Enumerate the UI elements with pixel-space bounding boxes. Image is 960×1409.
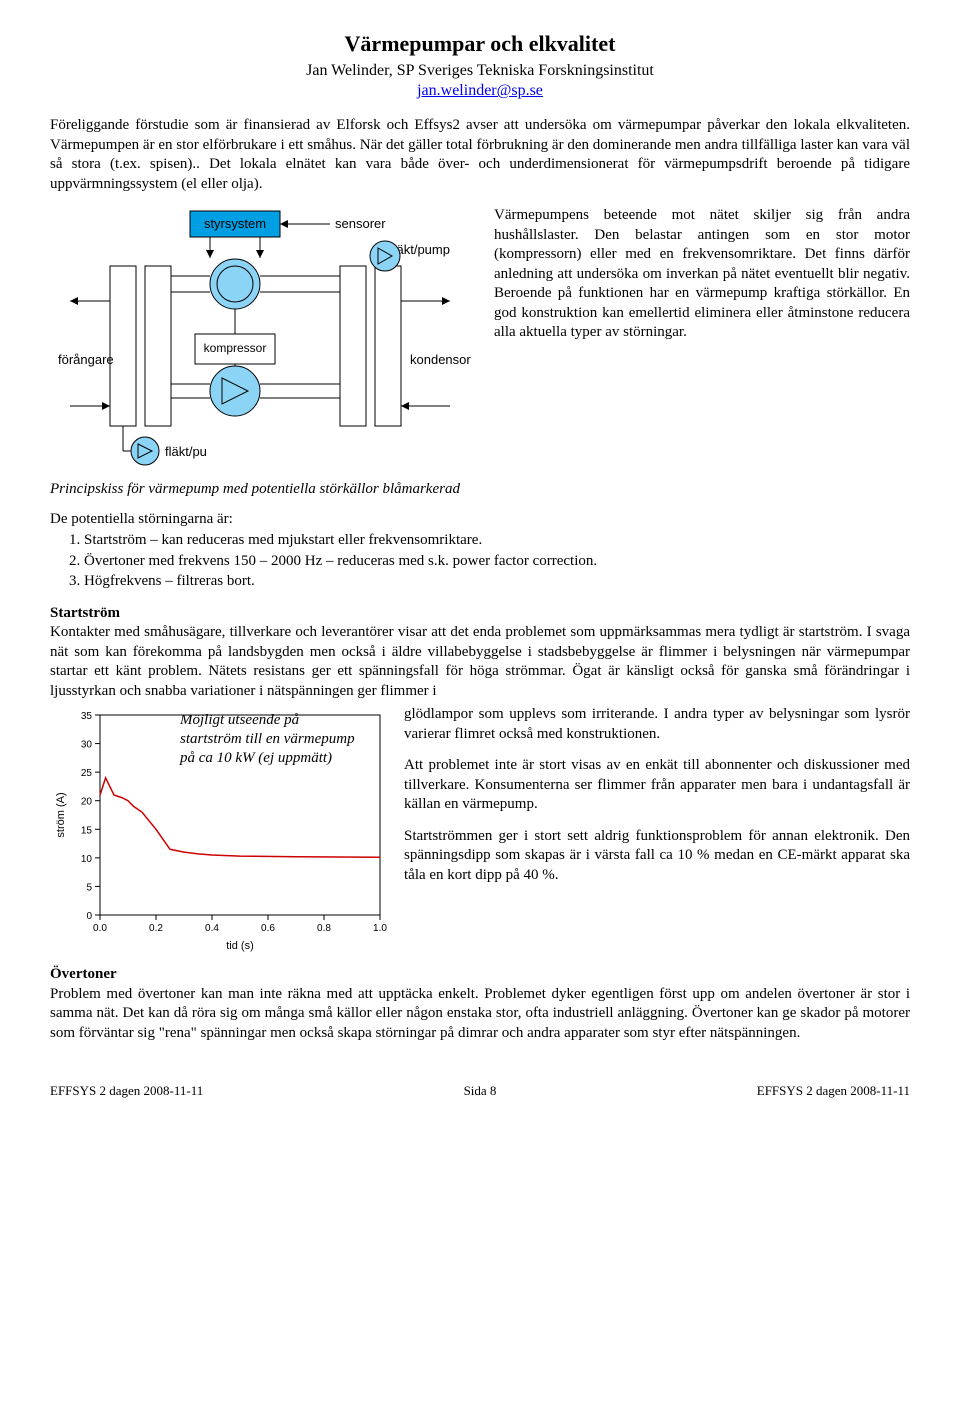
svg-text:0.6: 0.6 [261, 923, 275, 934]
list-item: Övertoner med frekvens 150 – 2000 Hz – r… [84, 552, 910, 572]
overtoner-para: Problem med övertoner kan man inte räkna… [50, 985, 910, 1044]
footer-center: Sida 8 [464, 1083, 497, 1100]
author-line: Jan Welinder, SP Sveriges Tekniska Forsk… [50, 61, 910, 82]
svg-text:15: 15 [81, 825, 93, 836]
list-item: Startström – kan reduceras med mjukstart… [84, 531, 910, 551]
svg-text:35: 35 [81, 711, 93, 722]
forangare-label: förångare [58, 352, 114, 367]
list-intro: De potentiella störningarna är: [50, 510, 910, 530]
sensorer-label: sensorer [335, 216, 386, 231]
disturbance-list: Startström – kan reduceras med mjukstart… [66, 531, 910, 592]
svg-text:0.4: 0.4 [205, 923, 219, 934]
diagram-caption: Principskiss för värmepump med potentiel… [50, 480, 480, 500]
svg-text:30: 30 [81, 740, 93, 751]
svg-text:ström (A): ström (A) [55, 793, 67, 838]
footer-right: EFFSYS 2 dagen 2008-11-11 [757, 1083, 910, 1100]
svg-text:1.0: 1.0 [373, 923, 387, 934]
svg-text:tid (s): tid (s) [226, 940, 254, 952]
startstrom-para: Kontakter med småhusägare, tillverkare o… [50, 623, 910, 701]
svg-text:0: 0 [86, 911, 92, 922]
svg-text:5: 5 [86, 883, 92, 894]
svg-text:10: 10 [81, 854, 93, 865]
right-para-2c: Startströmmen ger i stort sett aldrig fu… [404, 827, 910, 886]
email-line: jan.welinder@sp.se [50, 81, 910, 102]
kondensor-label: kondensor [410, 352, 471, 367]
overtoner-heading: Övertoner [50, 965, 910, 985]
heatpump-diagram: styrsystem sensorer fläkt/pump kompresso… [50, 206, 480, 476]
page-title: Värmepumpar och elkvalitet [50, 30, 910, 59]
svg-text:0.0: 0.0 [93, 923, 107, 934]
chart-caption: Möjligt utseende på startström till en v… [180, 711, 360, 767]
svg-text:0.8: 0.8 [317, 923, 331, 934]
right-para-2b: Att problemet inte är stort visas av en … [404, 756, 910, 815]
svg-text:25: 25 [81, 768, 93, 779]
footer-left: EFFSYS 2 dagen 2008-11-11 [50, 1083, 203, 1100]
svg-text:20: 20 [81, 797, 93, 808]
email-link[interactable]: jan.welinder@sp.se [417, 82, 543, 99]
flaktpu-label: fläkt/pu [165, 444, 207, 459]
right-para: Värmepumpens beteende mot nätet skiljer … [494, 206, 910, 500]
kompressor-label: kompressor [204, 341, 267, 355]
startstrom-heading: Startström [50, 604, 910, 624]
svg-text:0.2: 0.2 [149, 923, 163, 934]
right-para-2a: glödlampor som upplevs som irriterande. … [404, 705, 910, 744]
intro-paragraph: Föreliggande förstudie som är finansiera… [50, 116, 910, 194]
styrsystem-label: styrsystem [204, 216, 266, 231]
list-item: Högfrekvens – filtreras bort. [84, 572, 910, 592]
